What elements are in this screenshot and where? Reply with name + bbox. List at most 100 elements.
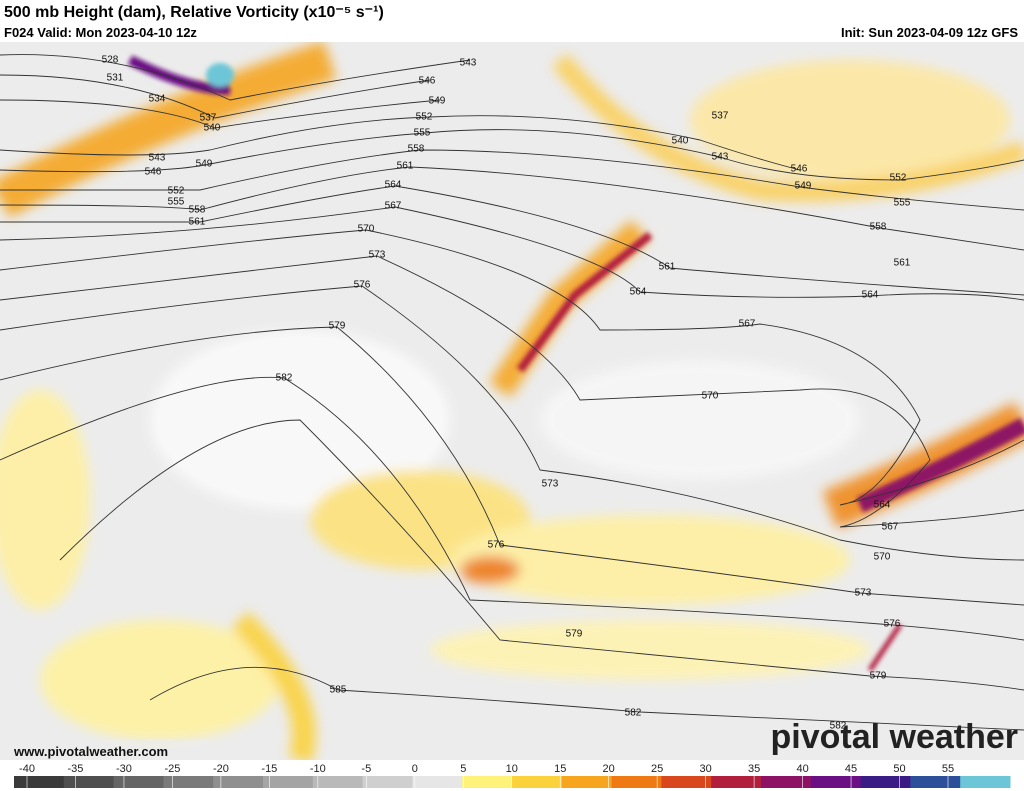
colorbar-label: 0 xyxy=(412,763,418,775)
footer-url: www.pivotalweather.com xyxy=(13,744,168,759)
contour-label: 570 xyxy=(874,552,891,563)
colorbar-segment xyxy=(860,776,911,788)
map: 5285315345375405435465495525555585615435… xyxy=(0,42,1024,760)
contour-label: 543 xyxy=(460,58,477,69)
colorbar-segment xyxy=(412,776,463,788)
contour-label: 531 xyxy=(107,73,124,84)
colorbar-label: 10 xyxy=(506,763,518,775)
contour-label: 564 xyxy=(874,500,891,511)
contour-label: 540 xyxy=(672,136,689,147)
colorbar-segment xyxy=(263,776,314,788)
colorbar-segment xyxy=(661,776,712,788)
colorbar-label: -10 xyxy=(310,763,326,775)
colorbar-label: -15 xyxy=(261,763,277,775)
height-contours xyxy=(0,54,1024,731)
contour-label: 576 xyxy=(488,540,505,551)
contour-label: 558 xyxy=(408,144,425,155)
contour-label: 582 xyxy=(625,708,642,719)
contour-label: 582 xyxy=(276,373,293,384)
colorbar-label: 40 xyxy=(796,763,808,775)
colorbar-segment xyxy=(761,776,812,788)
colorbar-label: -40 xyxy=(19,763,35,775)
logo: pivotal weather xyxy=(770,718,1018,756)
colorbar-segment xyxy=(512,776,563,788)
contour-label: 546 xyxy=(145,167,162,178)
contour-label: 552 xyxy=(416,112,433,123)
contour-label: 576 xyxy=(354,280,371,291)
contour-label: 567 xyxy=(882,522,899,533)
contour-label: 537 xyxy=(200,113,217,124)
colorbar-label: 50 xyxy=(893,763,905,775)
contour-label: 579 xyxy=(870,671,887,682)
colorbar-segment xyxy=(611,776,662,788)
colorbar-label: 35 xyxy=(748,763,760,775)
valid-time: F024 Valid: Mon 2023-04-10 12z xyxy=(4,25,197,40)
colorbar-segment xyxy=(462,776,513,788)
url-backdrop xyxy=(0,740,210,760)
title: 500 mb Height (dam), Relative Vorticity … xyxy=(4,4,384,21)
colorbar-label: 20 xyxy=(603,763,615,775)
contour-label: 555 xyxy=(894,198,911,209)
contour-label: 573 xyxy=(855,588,872,599)
contour-label: 579 xyxy=(329,321,346,332)
contour-label: 570 xyxy=(358,224,375,235)
colorbar-label: 55 xyxy=(942,763,954,775)
contour-label: 582 xyxy=(830,721,847,732)
colorbar-label: 5 xyxy=(460,763,466,775)
colorbar-segment xyxy=(362,776,413,788)
colorbar-segment xyxy=(113,776,164,788)
contour-label: 564 xyxy=(385,180,402,191)
colorbar-label: -5 xyxy=(361,763,371,775)
contour-labels: 5285315345375405435465495525555585615435… xyxy=(102,55,911,732)
colorbar-segment xyxy=(14,776,65,788)
colorbar-segment xyxy=(163,776,214,788)
contour-label: 585 xyxy=(330,685,347,696)
contour-label: 564 xyxy=(862,290,879,301)
contour-label: 579 xyxy=(566,629,583,640)
colorbar-label: -35 xyxy=(68,763,84,775)
contour-label: 537 xyxy=(712,111,729,122)
contour-label: 549 xyxy=(196,159,213,170)
colorbar-segment xyxy=(711,776,762,788)
contour-label: 534 xyxy=(149,94,166,105)
colorbar-label: -30 xyxy=(116,763,132,775)
colorbar-segment xyxy=(810,776,862,788)
contour-label: 573 xyxy=(542,479,559,490)
contour-label: 567 xyxy=(739,319,756,330)
colorbar-segment xyxy=(312,776,364,788)
colorbar-label: 15 xyxy=(554,763,566,775)
contour-label: 543 xyxy=(712,152,729,163)
colorbar-label: 30 xyxy=(700,763,712,775)
colorbar-label: 25 xyxy=(651,763,663,775)
contour-label: 561 xyxy=(189,217,206,228)
contour-label: 561 xyxy=(894,258,911,269)
contour-label: 555 xyxy=(168,197,185,208)
contour-label: 564 xyxy=(630,287,647,298)
colorbar-segment xyxy=(960,776,1011,788)
colorbar-segment xyxy=(910,776,961,788)
contour-label: 567 xyxy=(385,201,402,212)
contour-label: 549 xyxy=(429,96,446,107)
contour-label: 543 xyxy=(149,153,166,164)
colorbar-segment xyxy=(561,776,613,788)
contour-label: 570 xyxy=(702,391,719,402)
contour-label: 573 xyxy=(369,250,386,261)
colorbar-label: -20 xyxy=(213,763,229,775)
contour-label: 528 xyxy=(102,55,119,66)
contour-label: 552 xyxy=(168,186,185,197)
contour-label: 546 xyxy=(419,76,436,87)
colorbar-segment xyxy=(213,776,264,788)
contour-label: 540 xyxy=(204,123,221,134)
contour-label: 576 xyxy=(884,619,901,630)
contour-label: 561 xyxy=(659,262,676,273)
contour-label: 546 xyxy=(791,164,808,175)
contour-label: 558 xyxy=(189,205,206,216)
contour-label: 549 xyxy=(795,181,812,192)
contour-label: 558 xyxy=(870,222,887,233)
colorbar: -40 -35 -30 -25 -20 -15 -10 -5 0 5 10 15 20 25 30 35 40 4… xyxy=(14,763,1011,788)
contour-label: 552 xyxy=(890,173,907,184)
contour-label: 561 xyxy=(397,161,414,172)
colorbar-label: -25 xyxy=(164,763,180,775)
colorbar-label: 45 xyxy=(845,763,857,775)
